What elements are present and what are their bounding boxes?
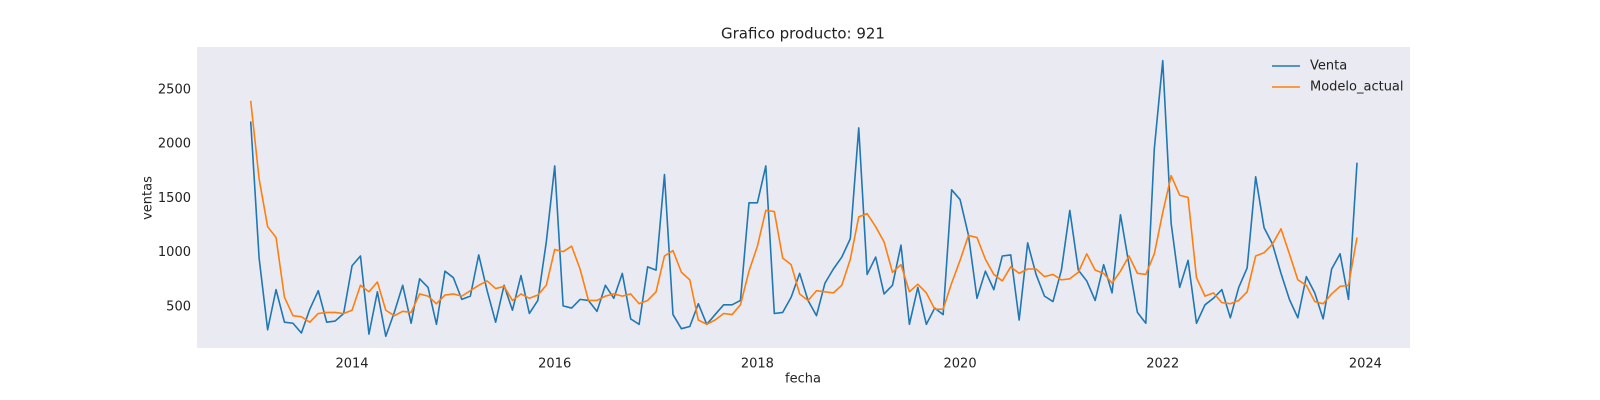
legend-label: Modelo_actual: [1310, 80, 1404, 95]
legend-label: Venta: [1310, 59, 1347, 74]
x-tick-label: 2022: [1146, 357, 1179, 372]
series-line: [249, 59, 1358, 338]
y-tick-label: 1000: [158, 245, 191, 260]
y-tick-label: 500: [166, 299, 191, 314]
x-tick-label: 2020: [944, 357, 977, 372]
x-tick-label: 2014: [335, 357, 368, 372]
x-tick-label: 2018: [741, 357, 774, 372]
x-tick-label: 2016: [538, 357, 571, 372]
y-axis-label: ventas: [141, 176, 156, 220]
x-tick-label: 2024: [1349, 357, 1382, 372]
y-tick-label: 2500: [158, 82, 191, 97]
y-tick-label: 2000: [158, 137, 191, 152]
chart-title: Grafico producto: 921: [721, 25, 885, 43]
y-tick-label: 1500: [158, 191, 191, 206]
series-line: [249, 100, 1358, 326]
x-axis-label: fecha: [785, 372, 821, 387]
